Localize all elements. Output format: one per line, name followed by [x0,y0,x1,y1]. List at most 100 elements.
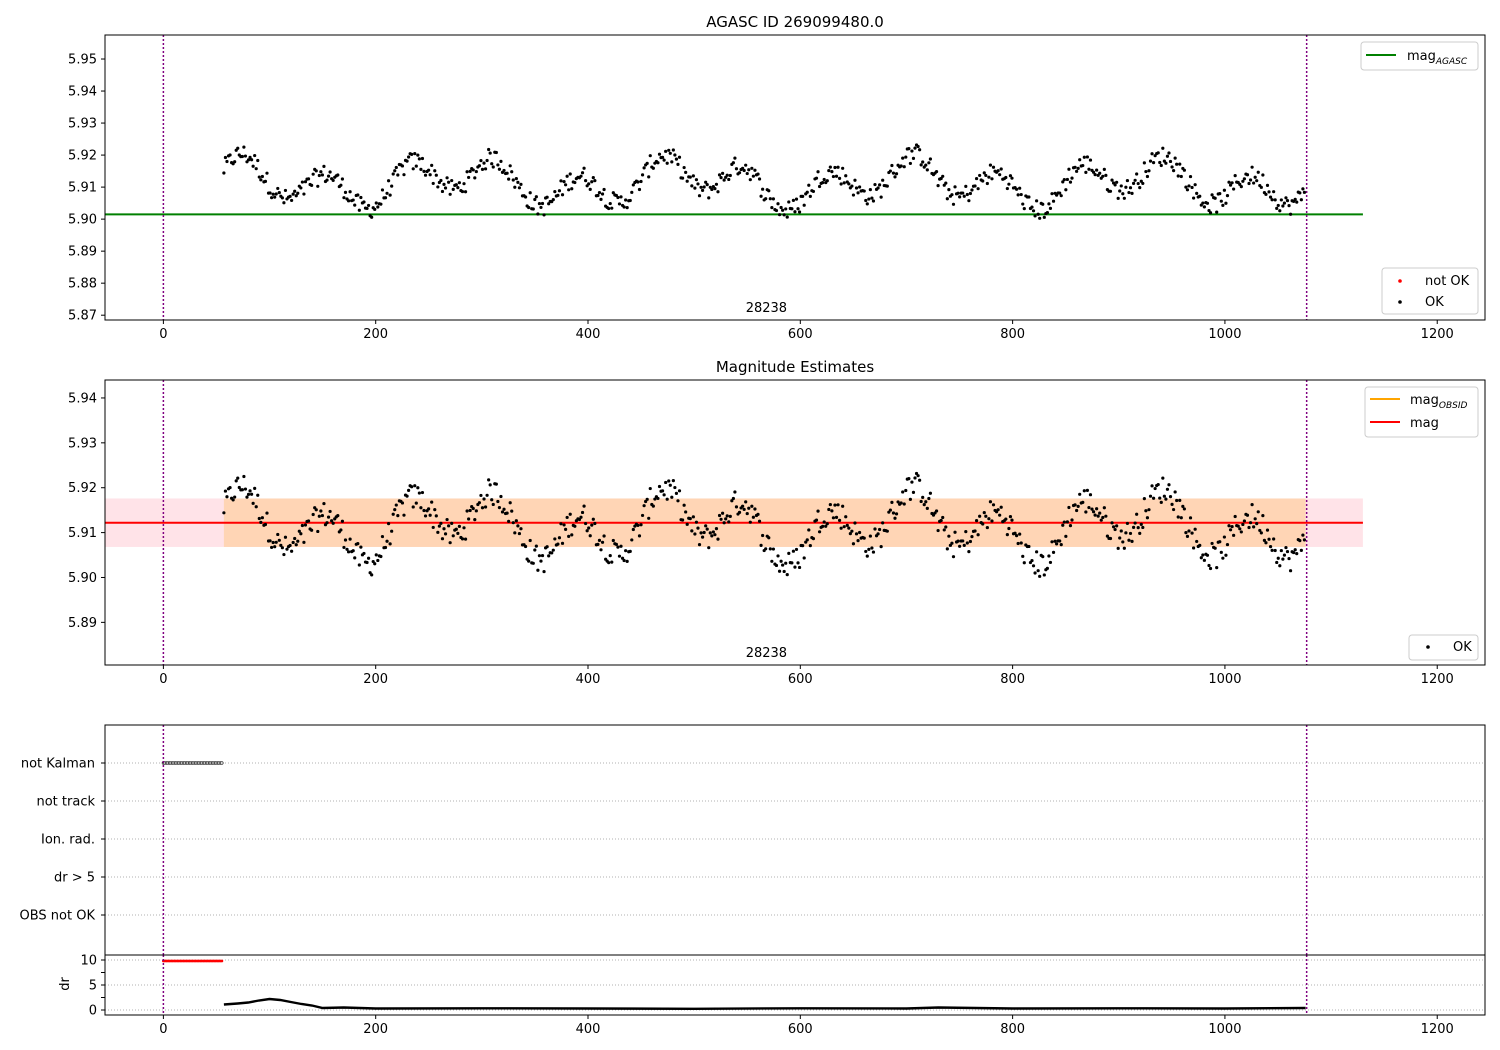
data-point [708,531,712,535]
data-point [657,484,662,489]
data-point [684,170,688,174]
data-point [1122,196,1126,200]
data-point [1236,524,1240,528]
data-point [1016,193,1020,197]
data-point [808,194,812,199]
data-point [373,562,377,566]
data-point [282,201,286,205]
data-point [631,183,635,187]
data-point [911,156,916,160]
data-point [517,531,522,536]
data-point [768,197,772,201]
data-point [742,168,746,173]
data-point [465,509,469,513]
data-point [796,207,800,211]
data-point [585,529,589,533]
data-point [1065,177,1069,182]
data-point [824,524,828,528]
data-point [545,545,549,549]
category-label: not track [36,795,95,810]
data-point [570,187,574,191]
data-point [222,171,226,175]
data-point [1170,502,1174,506]
data-point [1021,202,1025,206]
legend-bottom: not OK OK [1381,267,1479,315]
data-point [981,522,985,526]
data-point [664,149,668,153]
data-point [1284,545,1288,550]
data-point [602,534,606,538]
data-point [619,544,623,548]
data-point [847,182,851,186]
data-point [1159,500,1163,504]
data-point [1004,517,1008,521]
data-point [249,158,254,162]
data-point [1256,510,1260,514]
data-point [830,509,834,513]
data-point [625,559,629,563]
x-tick-label: 1000 [1208,327,1241,342]
data-point [1205,553,1210,557]
data-point [1005,533,1009,537]
data-point [851,193,856,197]
data-point [1215,566,1219,570]
data-point [984,173,988,178]
legend-ok-label: OK [1453,640,1472,655]
data-point [856,191,860,195]
data-point [447,524,451,528]
data-point [628,198,632,203]
data-point [499,159,503,163]
data-point [1013,531,1017,535]
data-point [916,474,920,478]
data-point [471,168,475,172]
data-point [1281,204,1285,208]
data-point [821,524,825,528]
data-point [662,493,666,497]
data-point [834,174,839,178]
data-point [1144,169,1148,174]
data-point [805,538,809,542]
data-point [741,504,745,508]
data-point [1047,554,1051,558]
data-point [1091,510,1096,514]
data-point [1122,546,1126,550]
data-point [656,161,660,165]
data-point [753,507,757,511]
data-point [383,545,388,550]
data-point [648,486,652,491]
data-point [1205,201,1210,205]
data-point [317,514,321,518]
data-point [865,554,869,558]
data-point [579,515,583,519]
data-point [888,508,892,512]
data-point [374,553,378,557]
data-point [485,493,489,497]
data-point [901,490,905,494]
data-point [523,195,528,199]
data-point [936,528,940,533]
data-point [497,167,502,171]
data-point [821,181,825,185]
data-point [961,539,965,543]
data-point [505,171,509,175]
data-point [580,510,585,515]
data-point [639,179,643,184]
data-point [958,544,962,548]
data-point [411,505,415,509]
legend-box [1360,41,1479,71]
data-point [944,525,948,529]
data-point [620,556,625,560]
data-point [793,565,797,569]
data-point [257,516,261,521]
data-point [1133,178,1137,182]
data-point [357,208,361,212]
data-point [1187,184,1191,188]
data-point [1282,553,1287,557]
data-point [636,180,640,184]
x-tick-label: 1000 [1208,1022,1241,1037]
data-point [1215,210,1219,214]
data-point [434,173,438,177]
data-point [1281,557,1285,561]
legend-not-ok-marker [1398,279,1402,283]
data-point [648,154,652,158]
